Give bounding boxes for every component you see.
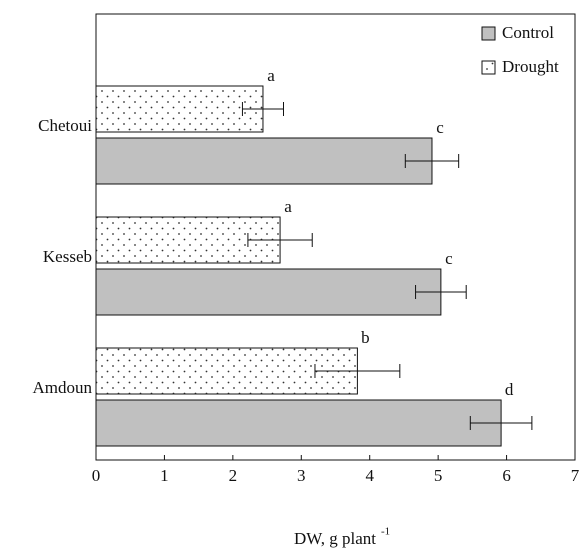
bar — [95, 85, 264, 133]
x-tick-label: 2 — [229, 466, 238, 485]
significance-letter: d — [505, 380, 514, 399]
significance-letter: c — [445, 249, 453, 268]
x-tick-label: 6 — [502, 466, 511, 485]
error-bar — [241, 102, 284, 116]
error-bar — [247, 233, 313, 247]
significance-letter: a — [267, 66, 275, 85]
error-bar — [415, 285, 467, 299]
x-tick-label: 1 — [160, 466, 169, 485]
x-tick-label: 3 — [297, 466, 306, 485]
x-tick-label: 5 — [434, 466, 443, 485]
x-axis-label: DW, g plant — [294, 529, 376, 548]
significance-letter: b — [361, 328, 370, 347]
x-tick-label: 4 — [365, 466, 374, 485]
x-axis-label-sup: -1 — [381, 526, 390, 538]
legend-label: Drought — [502, 57, 559, 76]
bar — [95, 347, 358, 395]
error-bar — [314, 364, 401, 378]
legend-label: Control — [502, 23, 554, 42]
bar — [95, 268, 442, 316]
bar — [95, 137, 433, 185]
error-bar — [404, 154, 460, 168]
x-tick-label: 0 — [92, 466, 101, 485]
error-bar — [469, 416, 533, 430]
legend-swatch — [481, 26, 496, 41]
significance-letter: c — [436, 118, 444, 137]
significance-letter: a — [284, 197, 292, 216]
y-tick-label: Kesseb — [43, 247, 92, 266]
bar — [95, 399, 502, 447]
legend-swatch — [481, 60, 496, 75]
y-tick-label: Amdoun — [33, 378, 93, 397]
y-tick-label: Chetoui — [38, 116, 92, 135]
x-tick-label: 7 — [571, 466, 580, 485]
